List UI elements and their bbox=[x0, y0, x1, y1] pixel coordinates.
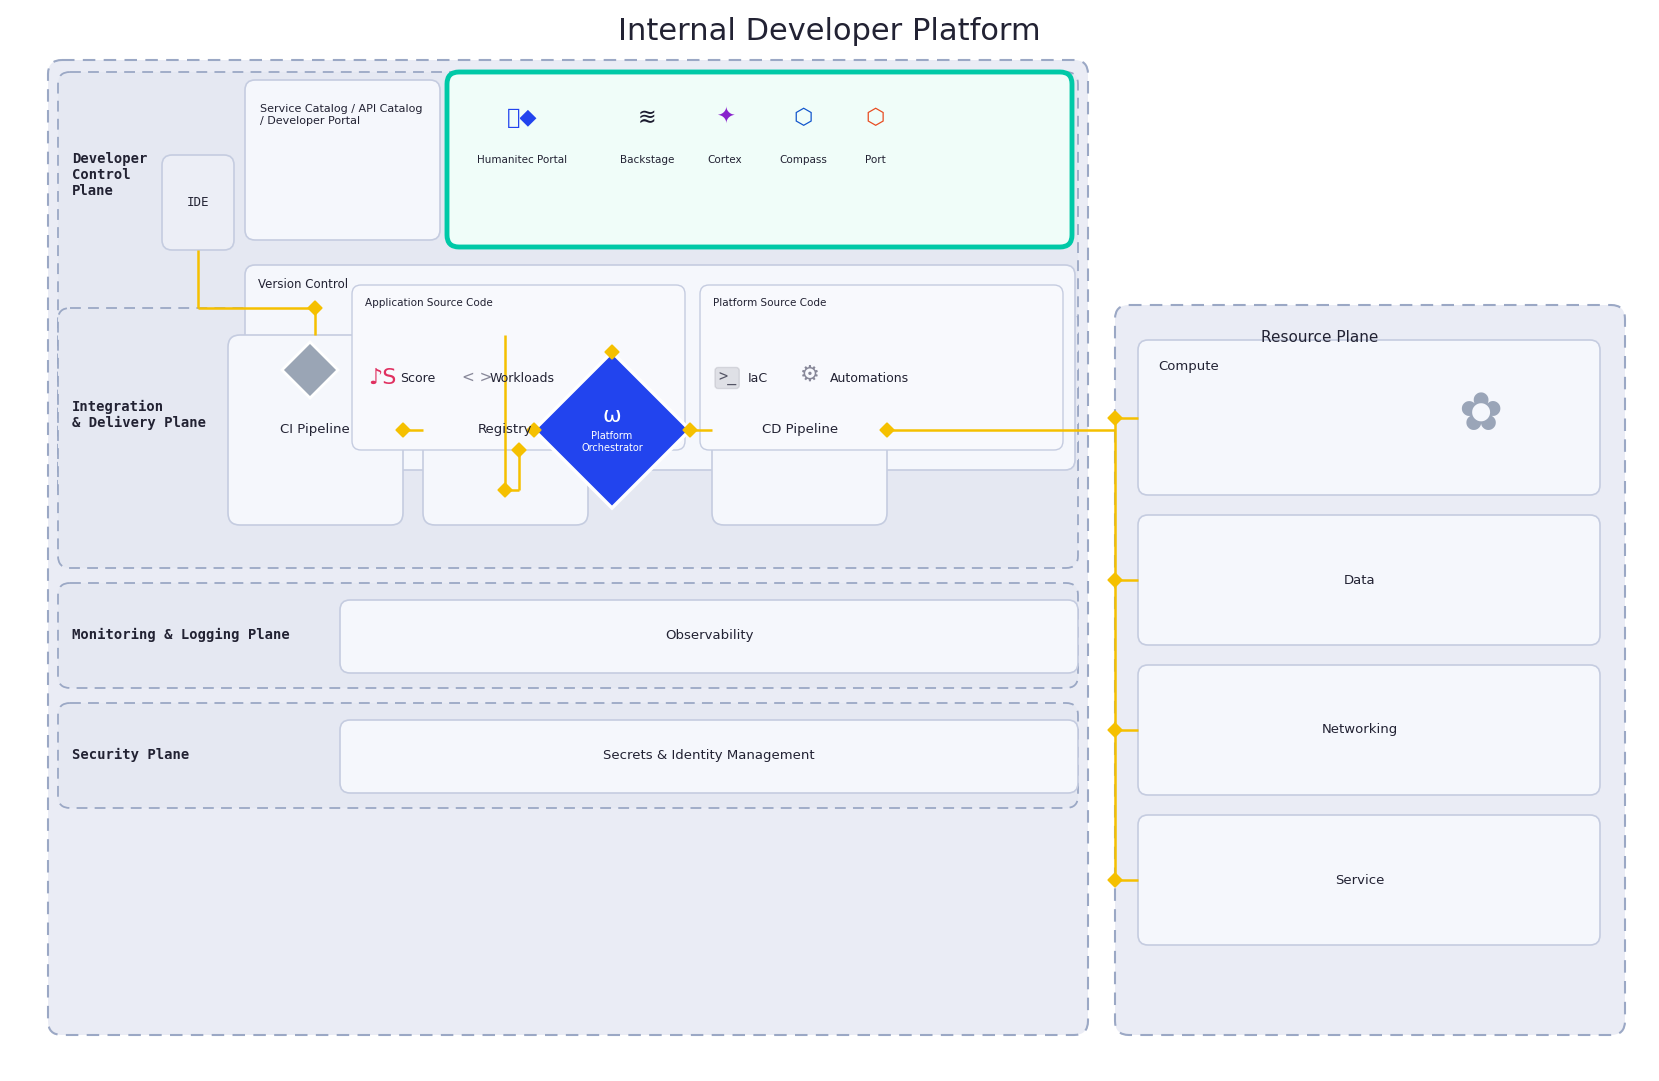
FancyBboxPatch shape bbox=[1138, 815, 1599, 945]
FancyBboxPatch shape bbox=[58, 703, 1078, 808]
Text: Integration
& Delivery Plane: Integration & Delivery Plane bbox=[71, 400, 206, 430]
FancyBboxPatch shape bbox=[1115, 305, 1626, 1035]
Text: ω: ω bbox=[602, 406, 622, 426]
Text: Automations: Automations bbox=[830, 372, 909, 385]
Text: Developer
Control
Plane: Developer Control Plane bbox=[71, 151, 148, 198]
Text: Networking: Networking bbox=[1322, 723, 1399, 736]
FancyBboxPatch shape bbox=[227, 335, 403, 525]
Text: Cortex: Cortex bbox=[708, 155, 742, 165]
Text: Version Control: Version Control bbox=[259, 278, 348, 291]
Polygon shape bbox=[528, 423, 541, 437]
Text: Service Catalog / API Catalog
/ Developer Portal: Service Catalog / API Catalog / Develope… bbox=[260, 104, 423, 125]
Text: ⚙: ⚙ bbox=[800, 365, 820, 385]
Text: CI Pipeline: CI Pipeline bbox=[280, 424, 350, 437]
Polygon shape bbox=[534, 352, 690, 508]
Polygon shape bbox=[1108, 573, 1121, 587]
Text: ✦: ✦ bbox=[715, 108, 735, 128]
Text: Port: Port bbox=[864, 155, 886, 165]
FancyBboxPatch shape bbox=[340, 600, 1078, 673]
Text: Backstage: Backstage bbox=[620, 155, 674, 165]
Text: Humanitec Portal: Humanitec Portal bbox=[476, 155, 567, 165]
FancyBboxPatch shape bbox=[58, 583, 1078, 688]
Text: Secrets & Identity Management: Secrets & Identity Management bbox=[604, 749, 815, 762]
Polygon shape bbox=[879, 423, 894, 437]
FancyBboxPatch shape bbox=[1138, 515, 1599, 645]
Polygon shape bbox=[513, 443, 526, 457]
Text: Security Plane: Security Plane bbox=[71, 748, 189, 762]
Text: CD Pipeline: CD Pipeline bbox=[761, 424, 838, 437]
FancyBboxPatch shape bbox=[423, 335, 587, 525]
Text: ✿: ✿ bbox=[1458, 389, 1501, 441]
Text: >_: >_ bbox=[718, 371, 737, 386]
Text: < >: < > bbox=[461, 371, 493, 386]
FancyBboxPatch shape bbox=[712, 335, 888, 525]
Polygon shape bbox=[282, 342, 338, 398]
Text: ≋: ≋ bbox=[637, 108, 657, 128]
Text: Platform
Orchestrator: Platform Orchestrator bbox=[581, 431, 644, 453]
FancyBboxPatch shape bbox=[1138, 341, 1599, 495]
Text: Registry: Registry bbox=[478, 424, 533, 437]
FancyBboxPatch shape bbox=[58, 308, 1078, 568]
FancyBboxPatch shape bbox=[446, 72, 1072, 246]
Text: Score: Score bbox=[400, 372, 435, 385]
FancyBboxPatch shape bbox=[48, 61, 1088, 1035]
Polygon shape bbox=[1108, 723, 1121, 737]
Text: Resource Plane: Resource Plane bbox=[1261, 330, 1379, 345]
FancyBboxPatch shape bbox=[1138, 665, 1599, 795]
Text: Monitoring & Logging Plane: Monitoring & Logging Plane bbox=[71, 628, 290, 642]
Text: Data: Data bbox=[1344, 574, 1375, 587]
Text: ♪S: ♪S bbox=[368, 368, 397, 388]
FancyBboxPatch shape bbox=[246, 80, 440, 240]
Text: Workloads: Workloads bbox=[489, 372, 556, 385]
FancyBboxPatch shape bbox=[352, 285, 685, 450]
Text: ⌢◆: ⌢◆ bbox=[506, 108, 538, 128]
Text: Compute: Compute bbox=[1158, 360, 1219, 373]
Text: IaC: IaC bbox=[748, 372, 768, 385]
FancyBboxPatch shape bbox=[246, 265, 1075, 470]
Text: Platform Source Code: Platform Source Code bbox=[713, 298, 826, 308]
Polygon shape bbox=[498, 483, 513, 497]
FancyBboxPatch shape bbox=[700, 285, 1063, 450]
Polygon shape bbox=[1108, 411, 1121, 425]
Text: IDE: IDE bbox=[187, 196, 209, 209]
Polygon shape bbox=[606, 345, 619, 359]
Polygon shape bbox=[684, 423, 697, 437]
Polygon shape bbox=[1108, 873, 1121, 888]
Text: Application Source Code: Application Source Code bbox=[365, 298, 493, 308]
FancyBboxPatch shape bbox=[58, 72, 1078, 502]
Text: Observability: Observability bbox=[665, 629, 753, 642]
Text: Service: Service bbox=[1335, 873, 1385, 886]
Text: ⬡: ⬡ bbox=[866, 108, 884, 128]
Polygon shape bbox=[397, 423, 410, 437]
Text: Internal Developer Platform: Internal Developer Platform bbox=[617, 17, 1040, 46]
Polygon shape bbox=[309, 301, 322, 315]
FancyBboxPatch shape bbox=[163, 155, 234, 250]
FancyBboxPatch shape bbox=[340, 720, 1078, 793]
Text: Compass: Compass bbox=[780, 155, 826, 165]
Text: ⬡: ⬡ bbox=[793, 108, 813, 128]
